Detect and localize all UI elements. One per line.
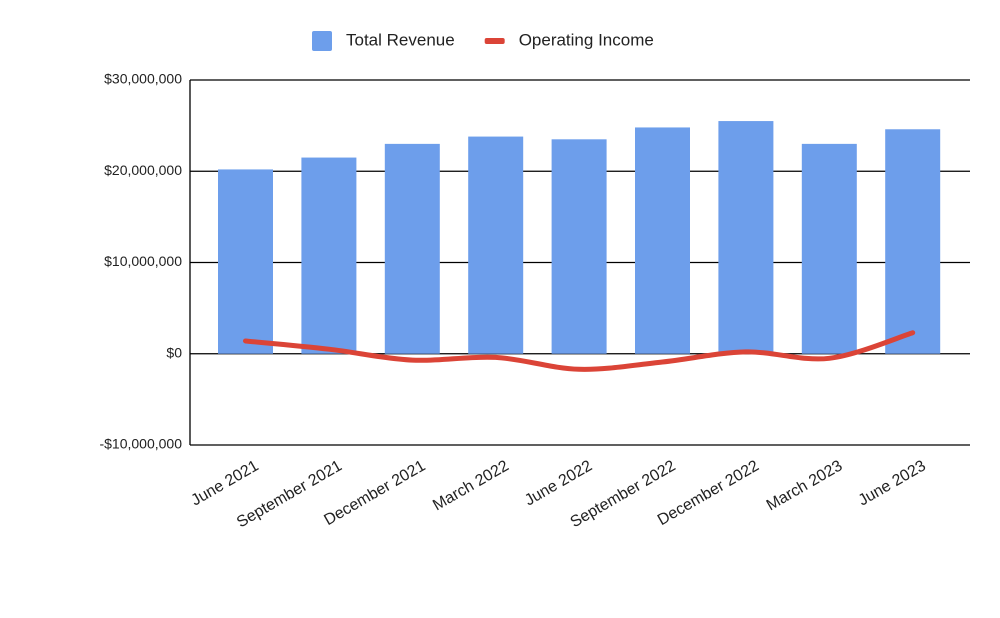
x-tick-label: June 2023	[856, 457, 929, 509]
y-tick-label: $10,000,000	[104, 253, 182, 269]
x-tick-label: March 2022	[430, 457, 512, 514]
bar	[468, 136, 524, 354]
bar	[218, 169, 273, 354]
bar	[384, 143, 440, 354]
legend-swatch	[312, 31, 332, 51]
legend: Total Revenue Operating Income	[312, 30, 654, 51]
bar	[635, 127, 690, 354]
line	[243, 330, 916, 372]
x-tick-label: June 2021	[188, 457, 261, 509]
y-tick-label: $0	[166, 344, 182, 360]
legend-label: Operating Income	[519, 30, 654, 49]
y-tick-label: $30,000,000	[104, 71, 182, 87]
bar	[718, 121, 774, 354]
x-tick-label: June 2022	[522, 457, 595, 509]
legend-label: Total Revenue	[346, 30, 455, 49]
legend-swatch	[484, 38, 505, 44]
bar	[551, 139, 607, 354]
bar	[801, 143, 857, 354]
x-tick-label: March 2023	[764, 457, 846, 514]
bar	[885, 129, 941, 354]
y-tick-label: $20,000,000	[104, 162, 182, 178]
bar	[301, 157, 357, 354]
y-tick-label: -$10,000,000	[99, 436, 182, 452]
